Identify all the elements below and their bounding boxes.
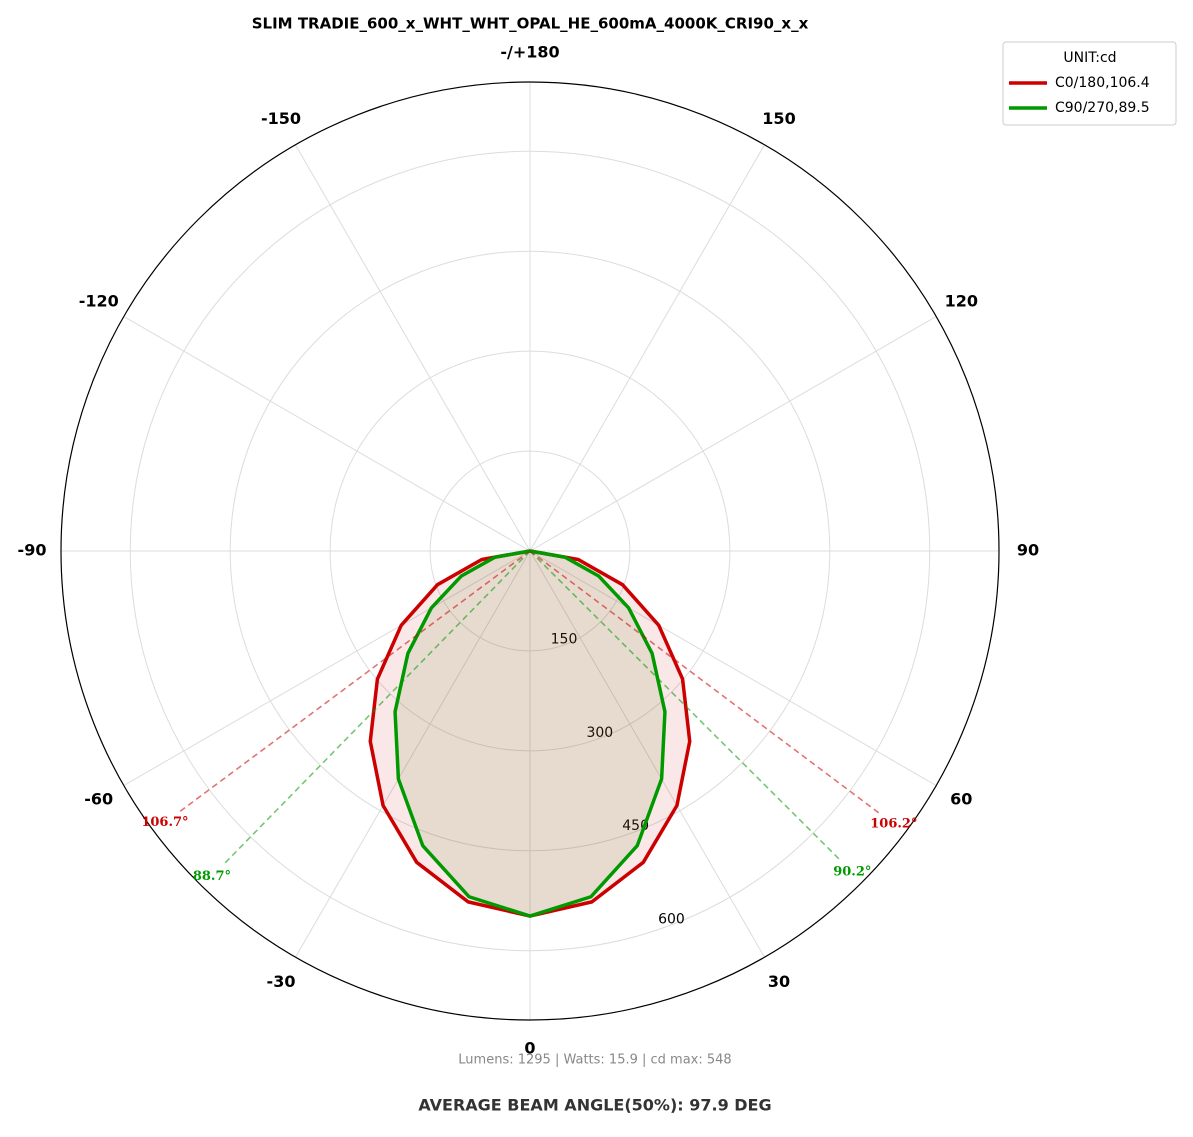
intensity-curve [393, 549, 667, 918]
angle-tick-label: 120 [945, 292, 978, 311]
beam-line [221, 550, 531, 867]
angle-tick-label: 30 [768, 972, 790, 991]
polar-frame [60, 81, 1000, 1021]
radial-tick-label: 150 [551, 632, 578, 648]
angle-tick-label: 0 [524, 1039, 535, 1058]
beam-line [176, 550, 531, 815]
grid-spoke [295, 144, 531, 552]
footnote: Lumens: 1295 | Watts: 15.9 | cd max: 548 [458, 1053, 731, 1068]
beam-line [529, 550, 843, 863]
angle-tick-label: -/+180 [500, 43, 559, 62]
angle-tick-label: -60 [84, 790, 113, 809]
grid-spoke [529, 316, 937, 552]
beam-label: 106.7° [141, 815, 188, 830]
angle-tick-label: 150 [762, 109, 795, 128]
radial-tick-label: 600 [658, 911, 685, 927]
grid-spoke [529, 144, 765, 552]
radial-tick-label: 300 [586, 725, 613, 741]
grid-spoke [123, 316, 531, 552]
legend-title: UNIT:cd [1063, 50, 1116, 66]
beam-label: 88.7° [193, 869, 231, 884]
beam-label: 90.2° [833, 865, 871, 880]
beam-line [529, 550, 883, 816]
angle-tick-label: -30 [267, 972, 296, 991]
footer: AVERAGE BEAM ANGLE(50%): 97.9 DEG [418, 1096, 771, 1115]
grid-spoke [529, 550, 765, 958]
beam-label: 106.2° [870, 817, 917, 832]
grid-spoke [123, 550, 531, 786]
legend-label: C90/270,89.5 [1055, 100, 1150, 116]
angle-tick-label: 60 [950, 790, 972, 809]
angle-tick-label: -90 [18, 541, 47, 560]
chart-title: SLIM TRADIE_600_x_WHT_WHT_OPAL_HE_600mA_… [252, 15, 809, 33]
angle-tick-label: -120 [79, 292, 119, 311]
angle-tick-label: -150 [261, 109, 301, 128]
angle-tick-label: 90 [1017, 541, 1039, 560]
grid-spoke [529, 550, 937, 786]
legend-box [1002, 41, 1177, 126]
legend-label: C0/180,106.4 [1055, 75, 1150, 91]
grid-spoke [295, 550, 531, 958]
